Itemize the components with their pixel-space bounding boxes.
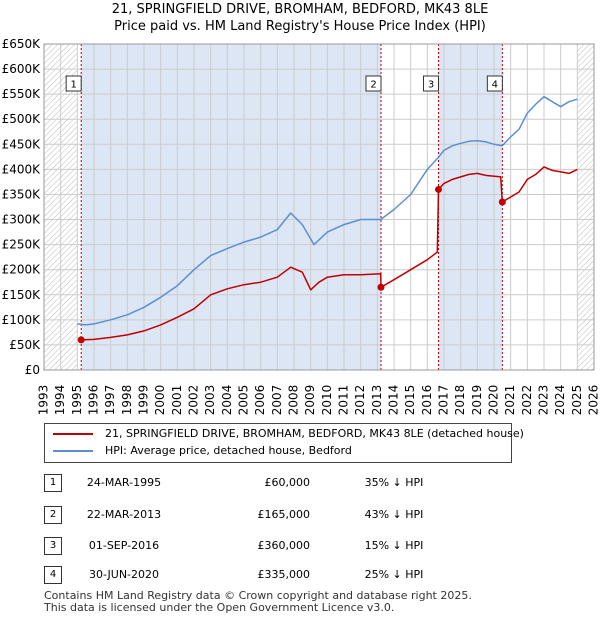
footer-line: This data is licensed under the Open Gov… [44, 601, 395, 614]
x-tick-label: 2003 [203, 385, 217, 416]
y-tick-label: £250K [2, 238, 42, 252]
y-tick-label: £550K [2, 87, 42, 101]
series-line-price_paid [81, 166, 578, 341]
x-tick-label: 1995 [70, 385, 84, 416]
x-tick-label: 2001 [170, 385, 184, 416]
x-tick-label: 2009 [303, 385, 317, 416]
footer-line: Contains HM Land Registry data © Crown c… [44, 589, 472, 602]
legend-label-hpi: HPI: Average price, detached house, Bedf… [105, 444, 352, 457]
transaction-hpi-diff: 43% ↓ HPI [364, 508, 424, 521]
chart-subtitle: Price paid vs. HM Land Registry's House … [114, 19, 486, 34]
x-tick-label: 1997 [103, 385, 117, 416]
sale-label-box [365, 75, 382, 92]
y-tick-label: £500K [2, 112, 42, 126]
y-tick-label: £350K [2, 187, 42, 201]
x-tick-label: 1994 [53, 385, 67, 416]
legend-swatch-hpi [53, 450, 93, 452]
sale-point [435, 185, 442, 193]
x-tick-label: 2008 [287, 385, 301, 416]
x-tick-label: 2022 [520, 385, 534, 416]
x-tick-label: 2014 [387, 385, 401, 416]
sale-label: 1 [70, 80, 76, 91]
x-tick-label: 2018 [453, 385, 467, 416]
ownership-shade [438, 44, 503, 370]
transaction-date: 01-SEP-2016 [88, 539, 160, 552]
sale-label-box [423, 75, 439, 92]
transaction-number: 3 [44, 537, 62, 555]
x-tick-label: 2023 [537, 385, 551, 416]
x-tick-label: 2005 [237, 385, 251, 416]
sale-point [377, 283, 385, 291]
y-tick-label: £150K [2, 288, 42, 302]
y-tick-label: £50K [9, 338, 41, 352]
transaction-row: 3 01-SEP-2016 £360,000 15% ↓ HPI [44, 537, 464, 555]
series-line-hpi [77, 95, 578, 326]
x-tick-label: 2025 [570, 385, 584, 416]
x-tick-label: 2017 [437, 385, 451, 416]
y-tick-label: £300K [2, 213, 42, 227]
x-tick-label: 2024 [553, 385, 567, 416]
transaction-date: 24-MAR-1995 [86, 476, 162, 489]
transaction-row: 2 22-MAR-2013 £165,000 43% ↓ HPI [44, 506, 464, 524]
x-tick-label: 2000 [153, 385, 167, 416]
x-tick-label: 2012 [353, 385, 367, 416]
y-tick-label: £650K [2, 37, 42, 51]
x-tick-label: 2026 [587, 385, 600, 416]
legend-label-price-paid: 21, SPRINGFIELD DRIVE, BROMHAM, BEDFORD,… [105, 427, 524, 440]
transaction-number: 4 [44, 566, 62, 584]
x-tick-label: 2004 [220, 385, 234, 416]
sale-point [498, 198, 506, 206]
legend-item-price-paid: 21, SPRINGFIELD DRIVE, BROMHAM, BEDFORD,… [53, 426, 524, 442]
y-tick-label: £450K [2, 137, 42, 151]
x-tick-label: 1999 [137, 385, 151, 416]
sale-label: 3 [428, 80, 434, 91]
transaction-price: £60,000 [264, 476, 311, 489]
chart-title: 21, SPRINGFIELD DRIVE, BROMHAM, BEDFORD,… [111, 2, 489, 17]
x-tick-label: 1998 [120, 385, 134, 416]
x-tick-label: 2002 [187, 385, 201, 416]
transaction-hpi-diff: 15% ↓ HPI [364, 539, 424, 552]
legend-swatch-price-paid [53, 433, 93, 435]
sale-label: 4 [492, 80, 498, 91]
transaction-date: 22-MAR-2013 [86, 508, 162, 521]
sale-label: 2 [370, 80, 376, 91]
x-tick-label: 2021 [503, 385, 517, 416]
y-tick-label: £0 [25, 363, 40, 377]
plot-frame [43, 43, 595, 371]
transaction-price: £165,000 [257, 508, 311, 521]
transaction-date: 30-JUN-2020 [88, 568, 160, 581]
transaction-price: £360,000 [257, 539, 311, 552]
transaction-row: 1 24-MAR-1995 £60,000 35% ↓ HPI [44, 474, 464, 492]
x-tick-label: 2011 [337, 385, 351, 416]
y-tick-label: £100K [2, 313, 42, 327]
price-chart: £0 £50K £100K £150K £200K £250K £300K £350K £400… [2, 37, 600, 416]
footer-attribution: Contains HM Land Registry data © Crown c… [44, 590, 472, 614]
x-tick-label: 2020 [487, 385, 501, 416]
transaction-number: 1 [44, 474, 62, 492]
x-tick-label: 2016 [420, 385, 434, 416]
sale-label-box [65, 75, 82, 92]
legend-item-hpi: HPI: Average price, detached house, Bedf… [53, 443, 352, 459]
transaction-hpi-diff: 35% ↓ HPI [364, 476, 424, 489]
x-tick-label: 2013 [370, 385, 384, 416]
x-tick-label: 1993 [37, 385, 51, 416]
x-tick-label: 1996 [87, 385, 101, 416]
x-tick-label: 2007 [270, 385, 284, 416]
y-tick-label: £200K [2, 263, 42, 277]
chart-legend: 21, SPRINGFIELD DRIVE, BROMHAM, BEDFORD,… [44, 423, 524, 463]
x-tick-label: 2019 [470, 385, 484, 416]
transaction-hpi-diff: 25% ↓ HPI [364, 568, 424, 581]
x-tick-label: 2010 [320, 385, 334, 416]
y-tick-label: £400K [2, 162, 42, 176]
sale-label-box [486, 75, 503, 92]
x-tick-label: 2006 [253, 385, 267, 416]
x-tick-label: 2015 [403, 385, 417, 416]
sale-point [77, 336, 85, 344]
y-tick-label: £600K [2, 62, 42, 76]
hatched-region [577, 44, 594, 370]
ownership-shade [81, 44, 382, 370]
transaction-number: 2 [44, 506, 62, 524]
transaction-price: £335,000 [257, 568, 311, 581]
transaction-row: 4 30-JUN-2020 £335,000 25% ↓ HPI [44, 566, 464, 584]
